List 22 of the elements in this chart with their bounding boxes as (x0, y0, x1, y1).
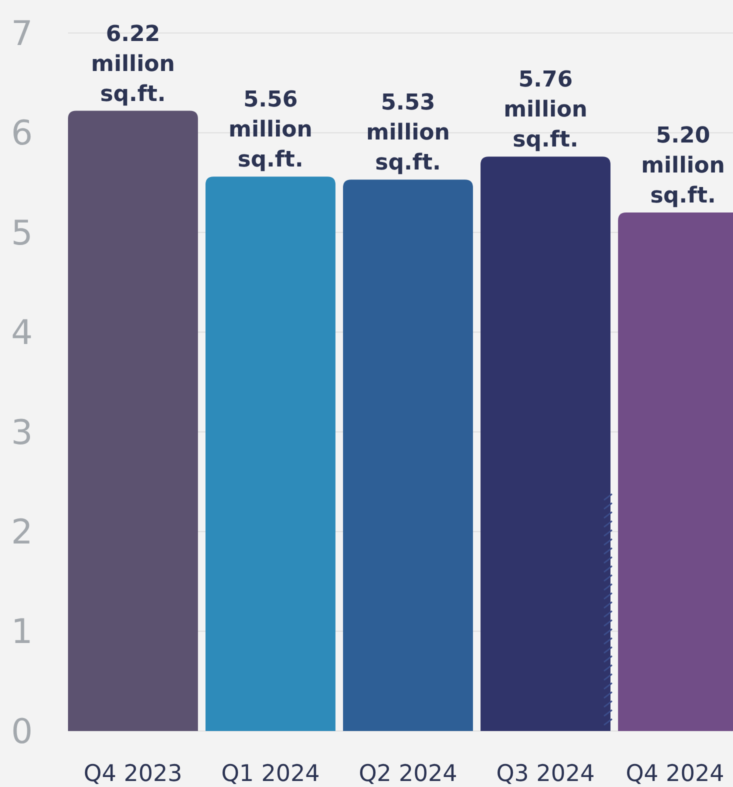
bar (480, 156, 610, 731)
x-tick-label: Q1 2024 (221, 761, 320, 787)
x-tick-label: Q4 2024 (626, 761, 724, 787)
y-tick-label: 7 (11, 14, 33, 54)
data-label: 5.20 million sq.ft. (641, 123, 725, 208)
y-tick-label: 4 (11, 313, 33, 354)
bar (206, 176, 336, 731)
data-label: 5.56 million sq.ft. (228, 88, 312, 173)
y-tick-label: 1 (11, 612, 33, 652)
x-tick-label: Q4 2023 (84, 761, 182, 787)
y-tick-label: 2 (11, 512, 33, 552)
data-label: 6.22 million sq.ft. (91, 22, 175, 107)
bar (343, 180, 473, 731)
y-tick-label: 3 (11, 412, 33, 453)
y-tick-label: 6 (11, 114, 33, 154)
data-label: 5.53 million sq.ft. (366, 90, 450, 176)
x-tick-label: Q2 2024 (358, 761, 458, 787)
y-tick-label: 5 (11, 213, 33, 254)
x-tick-label: Q3 2024 (496, 761, 595, 787)
bar (68, 110, 198, 731)
y-tick-label: 0 (11, 712, 33, 752)
data-label: 5.76 million sq.ft. (504, 68, 588, 153)
